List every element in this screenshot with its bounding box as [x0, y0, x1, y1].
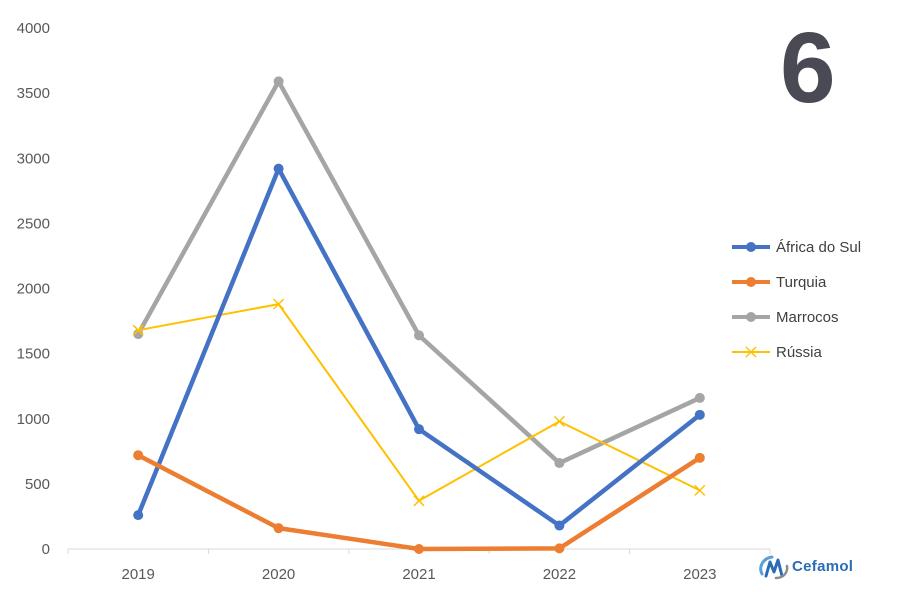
data-point	[694, 409, 705, 420]
y-tick-label: 0	[42, 541, 50, 558]
x-axis-ticks: 2019 2020 2021 2022 2023	[122, 566, 717, 583]
x-tick-label: 2021	[402, 566, 435, 583]
data-point	[414, 424, 424, 435]
data-point	[133, 510, 144, 521]
data-point	[273, 76, 284, 87]
data-point	[414, 330, 424, 341]
data-point	[414, 544, 424, 554]
legend-label: Turquia	[776, 274, 827, 291]
series-line	[135, 452, 703, 552]
data-point	[132, 324, 144, 336]
series-line	[135, 79, 703, 466]
x-tick-label: 2020	[262, 566, 295, 583]
data-point	[694, 484, 706, 496]
series-3	[133, 76, 705, 469]
data-point	[554, 458, 565, 469]
legend-item: Turquia	[732, 274, 827, 291]
data-point	[694, 452, 705, 463]
x-tick-label: 2019	[122, 566, 155, 583]
legend-swatch-marker	[746, 277, 756, 287]
series-4	[132, 298, 706, 507]
data-point	[554, 543, 565, 554]
series-line	[135, 166, 703, 528]
cefamol-logo: Cefamol	[756, 550, 886, 584]
series-1	[133, 163, 705, 531]
data-point	[133, 450, 144, 461]
data-point	[273, 163, 284, 174]
y-tick-label: 2500	[17, 215, 50, 232]
y-tick-label: 3000	[17, 150, 50, 167]
legend-label: Rússia	[776, 344, 823, 361]
data-point	[553, 415, 565, 427]
y-tick-label: 3500	[17, 85, 50, 102]
legend-label: África do Sul	[776, 239, 861, 256]
legend-swatch-marker	[746, 312, 756, 322]
legend-item: Marrocos	[732, 309, 839, 326]
legend-item: Rússia	[732, 344, 823, 361]
data-point	[273, 523, 284, 534]
series-layer	[132, 76, 706, 554]
y-axis-ticks: 0 500 1000 1500 2000 2500 3000 3500 4000	[17, 20, 50, 558]
legend-item: África do Sul	[732, 239, 861, 256]
y-tick-label: 4000	[17, 20, 50, 37]
y-tick-label: 1000	[17, 411, 50, 428]
legend: África do Sul Turquia Marrocos Rússia	[732, 239, 861, 361]
data-point	[694, 392, 705, 403]
cefamol-logo-icon	[759, 555, 789, 580]
page-number-badge: 6	[780, 12, 836, 124]
cefamol-logo-text: Cefamol	[792, 558, 854, 575]
data-point	[413, 495, 425, 507]
data-point	[554, 520, 565, 531]
legend-label: Marrocos	[776, 309, 839, 326]
data-point	[273, 298, 285, 310]
series-2	[133, 450, 705, 554]
y-tick-label: 2000	[17, 281, 50, 298]
x-tick-label: 2023	[683, 566, 716, 583]
y-tick-label: 1500	[17, 346, 50, 363]
data-point	[133, 329, 144, 340]
legend-swatch-marker	[745, 346, 757, 358]
x-tick-label: 2022	[543, 566, 576, 583]
legend-swatch-marker	[746, 242, 756, 252]
y-tick-label: 500	[25, 476, 50, 493]
